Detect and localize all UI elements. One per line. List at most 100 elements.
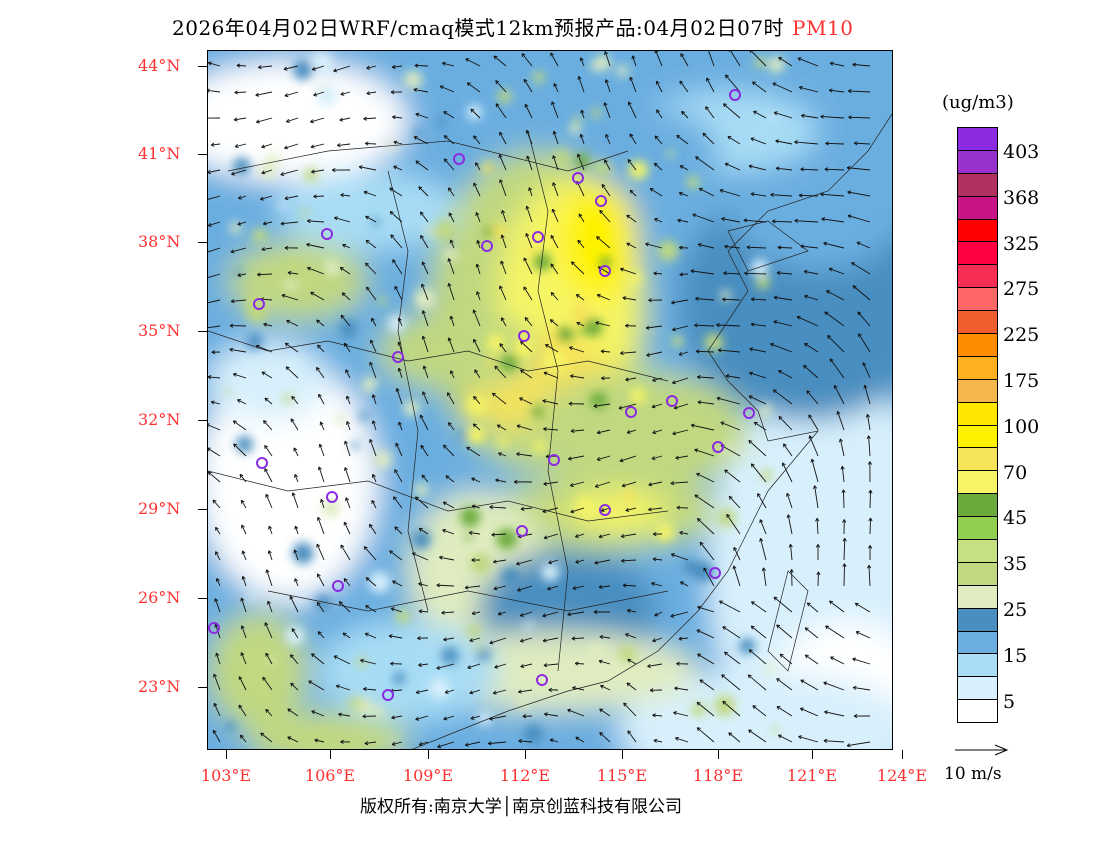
wind-arrow-head [828, 268, 832, 272]
city-marker [599, 504, 611, 516]
wind-arrow-head [312, 69, 316, 71]
wind-arrow-shaft [749, 372, 767, 379]
wind-arrow-head [359, 165, 363, 168]
pollution-speck [460, 506, 481, 527]
wind-arrow-head [543, 537, 548, 540]
wind-arrow-head [841, 465, 845, 470]
wind-arrow-shaft [699, 541, 715, 561]
wind-arrow-shaft [724, 163, 741, 171]
wind-arrow-shaft [629, 76, 637, 93]
pollution-speck [235, 435, 254, 453]
wind-arrow-head [267, 600, 271, 604]
wind-arrow [815, 517, 820, 535]
wind-arrow-head [516, 563, 520, 566]
wind-arrow-head [800, 168, 804, 172]
wind-arrow-head [778, 734, 781, 739]
pollution-speck [466, 425, 486, 444]
wind-arrow [344, 467, 351, 483]
wind-arrow-shaft [396, 388, 403, 405]
wind-arrow-head [468, 530, 473, 534]
wind-arrow-head [621, 560, 625, 563]
wind-arrow-head [858, 333, 862, 336]
wind-arrow-shaft [620, 351, 637, 354]
wind-arrow-shaft [854, 142, 871, 145]
wind-arrow [770, 192, 793, 197]
wind-arrow-head [724, 469, 727, 474]
wind-arrow-head [868, 517, 871, 522]
wind-arrow-head [799, 708, 803, 712]
wind-arrow-shaft [492, 392, 507, 405]
wind-arrow-head [816, 571, 819, 576]
wind-arrow-head [803, 365, 806, 369]
wind-arrow-head [852, 285, 857, 287]
wind-arrow-head [789, 569, 793, 573]
wind-arrow [267, 550, 273, 561]
wind-arrow [867, 461, 872, 483]
wind-arrow-shaft [443, 637, 455, 641]
wind-arrow-head [567, 612, 571, 615]
wind-arrow-head [821, 217, 826, 220]
wind-arrow-shaft [673, 711, 689, 717]
wind-arrow-head [630, 76, 634, 80]
wind-arrow-shaft [213, 673, 221, 691]
wind-arrow [549, 319, 559, 327]
wind-arrow-head [450, 315, 454, 319]
wind-arrow-shaft [286, 117, 299, 123]
wind-arrow-head [208, 448, 210, 452]
wind-arrow [229, 347, 247, 353]
wind-arrow [310, 143, 325, 149]
wind-arrow [625, 507, 637, 512]
wind-arrow-shaft [543, 481, 559, 485]
border-line [208, 330, 669, 382]
wind-arrow [371, 317, 377, 327]
wind-arrow-head [339, 267, 343, 271]
wind-arrow [237, 221, 247, 226]
wind-arrow [547, 585, 559, 591]
wind-arrow-head [775, 140, 779, 144]
wind-arrow-head [577, 76, 580, 80]
wind-arrow-head [806, 390, 809, 395]
wind-arrow [261, 371, 273, 379]
wind-arrow-shaft [476, 240, 481, 249]
wind-arrow-head [499, 343, 504, 346]
wind-arrow [345, 369, 351, 379]
wind-arrow-shaft [450, 370, 455, 379]
wind-arrow-shaft [338, 713, 351, 717]
wind-arrow [599, 732, 611, 743]
wind-arrow [489, 505, 507, 510]
wind-arrow-head [444, 135, 448, 137]
wind-arrow-head [363, 546, 366, 551]
wind-arrow-head [364, 633, 368, 637]
wind-arrow [256, 117, 273, 124]
wind-arrow-shaft [372, 474, 377, 483]
city-marker [532, 231, 544, 243]
wind-arrow [852, 657, 871, 665]
wind-arrow-shaft [369, 361, 377, 379]
wind-arrow-shaft [694, 449, 715, 457]
wind-arrow-head [477, 240, 481, 244]
wind-arrow-shaft [450, 315, 455, 327]
wind-arrow [365, 262, 377, 275]
wind-arrow-shaft [868, 565, 871, 587]
colorbar-swatch [958, 425, 997, 449]
wind-arrow-head [360, 659, 364, 663]
wind-arrow-shaft [626, 214, 637, 223]
wind-arrow [442, 501, 455, 509]
pollution-speck [457, 429, 469, 441]
wind-arrow-shaft [748, 729, 767, 743]
wind-arrow-shaft [604, 159, 611, 171]
wind-arrow-head [287, 736, 291, 741]
wind-arrow [362, 714, 377, 719]
wind-arrow-head [775, 167, 780, 171]
wind-arrow-shaft [469, 532, 481, 535]
wind-arrow [627, 159, 637, 171]
wind-arrow-head [721, 217, 726, 219]
wind-arrow-shaft [751, 463, 767, 483]
wind-arrow-head [518, 740, 522, 744]
city-marker [392, 351, 404, 363]
wind-arrow [436, 663, 455, 670]
wind-arrow [626, 242, 637, 249]
wind-arrow [654, 217, 663, 223]
wind-arrow-head [670, 481, 674, 484]
wind-arrow-head [749, 649, 753, 651]
